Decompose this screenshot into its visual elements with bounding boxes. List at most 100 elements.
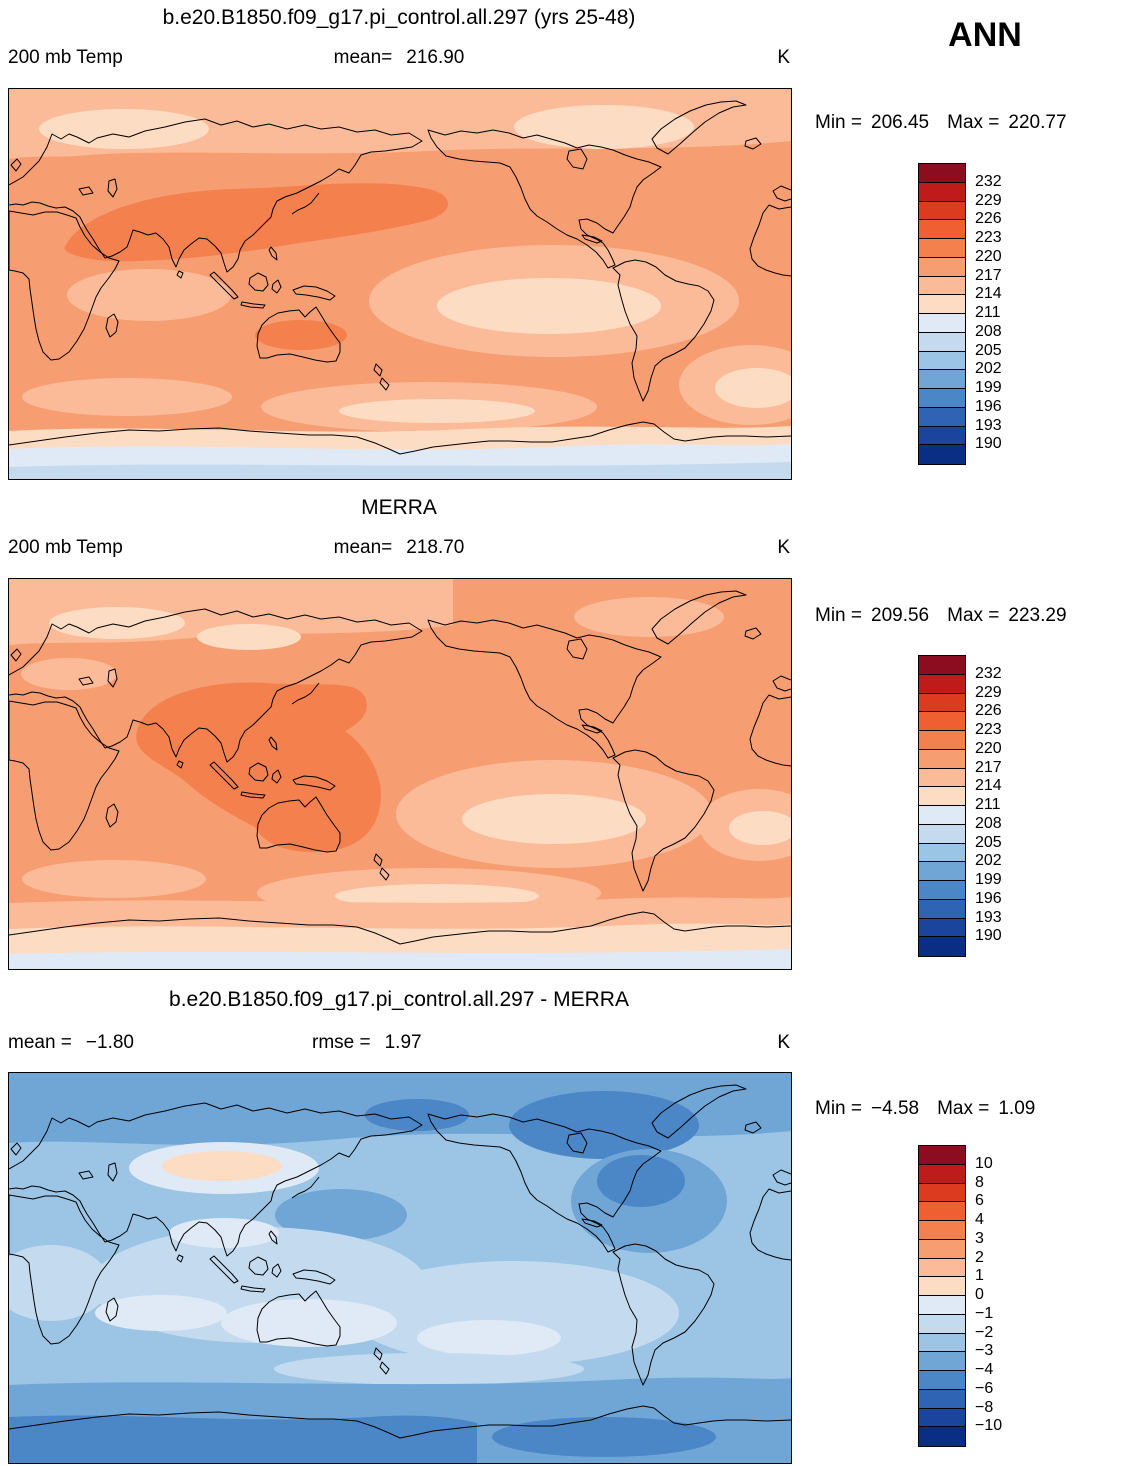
field-label: 200 mb Temp xyxy=(8,537,123,558)
colorbar-tick-label: 199 xyxy=(975,871,1002,888)
colorbar-cell xyxy=(919,314,965,333)
colorbar-cell xyxy=(919,257,965,277)
minmax-readout: Min = 209.56 Max = 223.29 xyxy=(815,605,1067,627)
contour-band xyxy=(169,1218,279,1248)
colorbar-cell xyxy=(919,351,965,371)
colorbar-temp-model: 232 229 226 223 220 217 214 211 208 205 202 199 196 1… xyxy=(918,163,1023,465)
contour-band xyxy=(162,1151,282,1181)
colorbar-tick-label: 2 xyxy=(975,1248,984,1266)
colorbar-cell xyxy=(919,749,965,769)
contour-band xyxy=(95,1295,227,1331)
colorbar-tick-label: 220 xyxy=(975,247,1002,265)
minmax-readout: Min = 206.45 Max = 220.77 xyxy=(815,112,1067,134)
contour-band xyxy=(335,884,539,908)
colorbar-temp-obs: 232 229 226 223 220 217 214 211 208 205 202 199 196 1… xyxy=(918,655,1023,957)
colorbar-tick-label: 232 xyxy=(975,172,1002,190)
map-diff-temp xyxy=(8,1072,792,1464)
mean-label: mean = xyxy=(8,1032,72,1053)
colorbar-cell xyxy=(919,899,965,919)
colorbar-cell xyxy=(919,787,965,806)
colorbar-cell xyxy=(919,918,965,938)
colorbar-tick-label: 8 xyxy=(975,1173,984,1191)
contour-band xyxy=(514,105,694,149)
contour-band xyxy=(729,811,791,845)
colorbar-cell xyxy=(919,1314,965,1334)
colorbar-cell xyxy=(919,937,965,956)
colorbar-cell xyxy=(919,881,965,900)
colorbar-tick-label: 226 xyxy=(975,702,1002,720)
colorbar-tick-label: 196 xyxy=(975,889,1002,907)
contour-band xyxy=(197,624,301,650)
colorbar-tick-label: −2 xyxy=(975,1323,994,1341)
max-label: Max = xyxy=(937,1098,990,1119)
colorbar-cell xyxy=(919,407,965,427)
colorbar-cell xyxy=(919,164,965,183)
colorbar-tick-label: 226 xyxy=(975,210,1002,228)
colorbar-tick-label: 196 xyxy=(975,397,1002,415)
contour-band xyxy=(22,378,232,416)
colorbar-cell xyxy=(919,276,965,296)
panel-obs-title: MERRA xyxy=(361,496,437,519)
mean-value: 218.70 xyxy=(406,537,465,558)
colorbar-cell xyxy=(919,295,965,314)
contour-band xyxy=(492,1417,716,1457)
max-label: Max = xyxy=(947,112,1000,133)
colorbar-cell xyxy=(919,239,965,258)
colorbar-cell xyxy=(919,656,965,675)
colorbar-tick-label: 217 xyxy=(975,266,1002,284)
mean-value: −1.80 xyxy=(85,1032,134,1053)
rmse-label: rmse = xyxy=(312,1032,371,1053)
colorbar-cell xyxy=(919,370,965,389)
colorbar-tick-label: 190 xyxy=(975,435,1002,453)
colorbar-cell xyxy=(919,182,965,202)
min-label: Min = xyxy=(815,605,862,626)
colorbar-tick-label: −4 xyxy=(975,1361,994,1378)
contour-band xyxy=(462,794,646,844)
colorbar-tick-label: 1 xyxy=(975,1267,984,1285)
colorbar-tick-label: 205 xyxy=(975,833,1002,851)
colorbar-cell xyxy=(919,220,965,239)
contour-band xyxy=(136,682,381,852)
colorbar-tick-label: 229 xyxy=(975,191,1002,209)
max-value: 220.77 xyxy=(1008,112,1067,133)
colorbar-tick-label: 0 xyxy=(975,1286,984,1303)
map-model-temp xyxy=(8,88,792,480)
panel-diff-title: b.e20.B1850.f09_g17.pi_control.all.297 -… xyxy=(169,988,629,1011)
colorbar-cell xyxy=(919,731,965,750)
colorbar-tick-label: −1 xyxy=(975,1304,994,1322)
colorbar-tick-label: 208 xyxy=(975,322,1002,340)
contour-band xyxy=(221,1299,397,1347)
colorbar-cell xyxy=(919,1427,965,1446)
colorbar-cell xyxy=(919,1183,965,1203)
colorbar-cell xyxy=(919,1389,965,1409)
contour-band xyxy=(274,1353,584,1385)
panel-model-title: b.e20.B1850.f09_g17.pi_control.all.297 (… xyxy=(162,6,636,29)
min-label: Min = xyxy=(815,112,862,133)
contour-band xyxy=(22,860,206,898)
max-value: 1.09 xyxy=(998,1098,1036,1119)
contour-band xyxy=(574,597,724,637)
contour-band xyxy=(339,399,535,423)
colorbar-cell xyxy=(919,1239,965,1259)
colorbar-cell xyxy=(919,1221,965,1240)
contour-band xyxy=(67,269,231,321)
contour-band xyxy=(437,278,661,334)
colorbar-cell xyxy=(919,1296,965,1315)
colorbar-cell xyxy=(919,1371,965,1390)
min-label: Min = xyxy=(815,1098,862,1119)
minmax-readout: Min = −4.58 Max = 1.09 xyxy=(815,1098,1035,1120)
rmse-value: 1.97 xyxy=(384,1032,422,1053)
colorbar-tick-label: −3 xyxy=(975,1342,994,1360)
colorbar-tick-label: 223 xyxy=(975,721,1002,738)
colorbar-tick-label: 229 xyxy=(975,683,1002,701)
contour-band xyxy=(9,462,791,479)
contour-band xyxy=(275,1189,407,1241)
units-label: K xyxy=(777,1032,790,1053)
colorbar-tick-label: 202 xyxy=(975,852,1002,870)
map-obs-temp xyxy=(8,578,792,970)
colorbar-cell xyxy=(919,843,965,863)
colorbar-tick-label: 3 xyxy=(975,1229,984,1247)
colorbar-cell xyxy=(919,806,965,825)
colorbar-tick-label: 6 xyxy=(975,1192,984,1210)
colorbar-cell xyxy=(919,201,965,221)
